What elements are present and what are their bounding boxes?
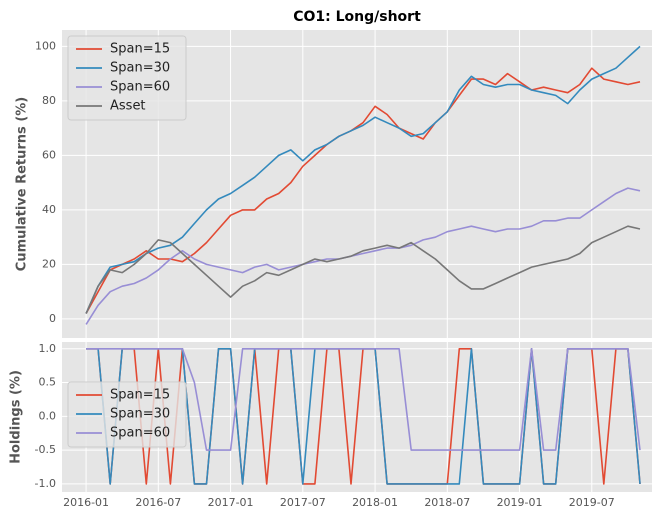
series-line	[86, 348, 641, 451]
y-tick-label: 20	[42, 257, 56, 270]
y-tick-label: 100	[35, 39, 56, 52]
legend-label: Span=30	[110, 407, 170, 422]
x-tick-label: 2018-01	[352, 496, 398, 509]
series-line	[85, 45, 641, 314]
x-tick-label: 2019-07	[569, 496, 615, 509]
chart-title: CO1: Long/short	[293, 9, 421, 25]
series-line	[85, 67, 641, 314]
y-axis-label: Holdings (%)	[9, 370, 24, 464]
x-tick-label: 2016-01	[63, 496, 109, 509]
y-tick-label: 40	[42, 203, 56, 216]
y-tick-label: 0	[49, 312, 56, 325]
x-tick-label: 2017-01	[208, 496, 254, 509]
x-tick-label: 2018-07	[424, 496, 470, 509]
legend-box	[67, 381, 187, 448]
series-line	[85, 225, 641, 314]
legend-box	[67, 35, 187, 121]
x-tick-label: 2016-07	[135, 496, 181, 509]
y-tick-label: 0.0	[39, 409, 57, 422]
legend-label: Asset	[110, 99, 146, 114]
x-tick-label: 2019-01	[497, 496, 543, 509]
y-tick-label: -0.5	[35, 443, 56, 456]
legend-label: Span=15	[110, 388, 170, 403]
legend-label: Span=60	[110, 80, 170, 95]
x-tick-label: 2017-07	[280, 496, 326, 509]
y-tick-label: 60	[42, 148, 56, 161]
legend-label: Span=15	[110, 42, 170, 57]
legend-label: Span=60	[110, 426, 170, 441]
series-line	[85, 187, 641, 325]
y-axis-label: Cumulative Returns (%)	[15, 97, 30, 271]
legend-label: Span=30	[110, 61, 170, 76]
y-tick-label: -1.0	[35, 477, 56, 490]
y-tick-label: 1.0	[39, 342, 57, 355]
y-tick-label: 80	[42, 94, 56, 107]
y-tick-label: 0.5	[39, 376, 57, 389]
